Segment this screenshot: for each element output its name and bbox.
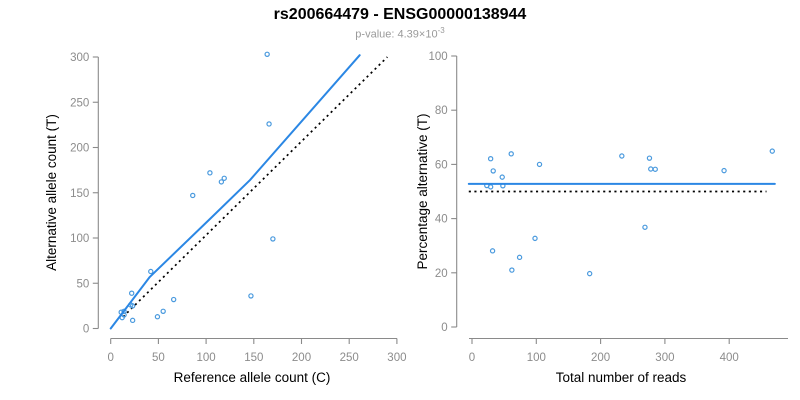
data-point — [490, 168, 496, 174]
y-tick-label: 200 — [70, 143, 89, 155]
y-axis-title: Alternative allele count (T) — [44, 114, 59, 271]
data-point — [642, 224, 648, 230]
y-tick-label: 0 — [83, 324, 89, 336]
y-tick-label: 20 — [435, 268, 448, 280]
data-point — [248, 293, 254, 299]
data-point — [170, 296, 177, 303]
figure-title: rs200664479 - ENSG00000138944 — [273, 6, 527, 23]
x-tick-label: 0 — [107, 352, 113, 364]
data-point — [648, 166, 654, 172]
y-tick-label: 0 — [441, 322, 447, 334]
data-point — [769, 148, 775, 154]
data-point — [218, 179, 225, 185]
x-tick-label: 0 — [469, 352, 475, 364]
y-tick-label: 80 — [435, 105, 448, 117]
reference-line — [122, 56, 388, 318]
data-point — [487, 184, 494, 190]
data-point — [508, 151, 514, 157]
y-tick-label: 100 — [429, 51, 448, 63]
data-point — [128, 290, 135, 296]
pvalue-exponent: -3 — [437, 26, 445, 35]
x-tick-label: 400 — [720, 352, 739, 364]
data-point — [487, 156, 494, 162]
data-point — [536, 161, 543, 168]
data-point — [270, 236, 276, 242]
y-tick-label: 100 — [70, 233, 89, 245]
x-tick-label: 300 — [655, 352, 674, 364]
data-point — [516, 254, 523, 261]
pvalue-text: p-value: 4.39×10 — [355, 28, 438, 41]
data-point — [509, 267, 515, 273]
y-tick-label: 60 — [435, 159, 448, 171]
x-tick-label: 300 — [387, 352, 406, 364]
y-axis-title: Percentage alternative (T) — [415, 113, 430, 269]
x-tick-label: 100 — [197, 352, 216, 364]
data-point — [154, 314, 161, 320]
x-tick-label: 150 — [244, 352, 263, 364]
data-point — [646, 155, 653, 161]
y-tick-label: 150 — [70, 188, 89, 200]
data-point — [264, 51, 270, 57]
figure-subtitle: p-value: 4.39×10-3 — [0, 26, 800, 41]
data-point — [721, 167, 727, 174]
data-point — [652, 166, 658, 172]
data-point — [190, 192, 196, 199]
data-point — [489, 248, 496, 254]
x-tick-label: 200 — [292, 352, 311, 364]
data-point — [532, 235, 538, 242]
y-tick-label: 300 — [70, 52, 89, 64]
x-tick-label: 50 — [152, 352, 165, 364]
data-point — [207, 170, 213, 176]
data-point — [221, 175, 227, 181]
data-point — [266, 121, 272, 127]
data-point — [160, 308, 166, 315]
x-axis-title: Total number of reads — [556, 370, 687, 385]
x-tick-label: 250 — [340, 352, 359, 364]
data-point — [129, 317, 136, 324]
x-axis-title: Reference allele count (C) — [174, 370, 331, 385]
data-point — [586, 270, 593, 277]
trend-line — [109, 54, 361, 330]
x-tick-label: 100 — [527, 352, 546, 364]
data-point — [121, 308, 127, 315]
x-tick-label: 200 — [591, 352, 610, 364]
y-tick-label: 250 — [70, 97, 89, 109]
y-tick-label: 40 — [435, 214, 448, 226]
data-point — [499, 174, 505, 180]
y-tick-label: 50 — [77, 278, 90, 290]
data-point — [619, 153, 625, 159]
data-point — [148, 268, 154, 275]
